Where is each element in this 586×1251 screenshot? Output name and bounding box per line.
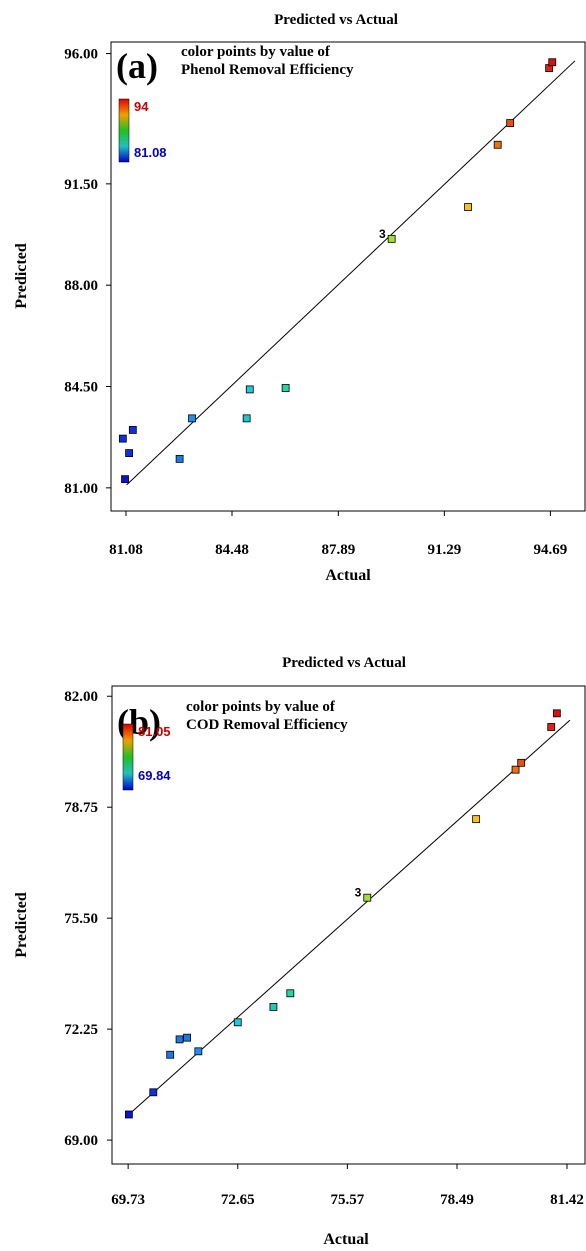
x-tick-label: 81.08 [109, 542, 143, 558]
data-point [233, 1018, 242, 1027]
data-point [493, 140, 502, 149]
data-point [149, 1088, 158, 1097]
data-point [547, 723, 556, 731]
x-axis-label-b: Actual [323, 1231, 369, 1248]
data-point [517, 758, 526, 767]
data-point [166, 1050, 175, 1059]
data-point [387, 234, 396, 243]
data-points-b [124, 709, 561, 1119]
data-point [472, 815, 481, 824]
plot-frame-b [111, 685, 586, 1165]
data-points-a [118, 58, 557, 484]
data-point [125, 449, 133, 457]
chart-title-b: Predicted vs Actual [282, 655, 406, 671]
data-point [175, 1035, 184, 1044]
x-tick-label: 84.48 [215, 542, 249, 558]
data-point [464, 203, 472, 211]
data-point [194, 1047, 203, 1056]
y-tick-label: 78.75 [64, 800, 98, 816]
data-point [245, 385, 254, 394]
replicate-label-b: 3 [355, 886, 362, 900]
x-tick-label: 78.49 [440, 1192, 474, 1208]
data-point [286, 989, 295, 998]
data-point [175, 454, 184, 463]
fit-line-a [126, 60, 576, 486]
chart-panel-a: Predicted vs Actual (a) color points by … [13, 12, 586, 584]
replicate-label-a: 3 [379, 227, 386, 241]
x-tick-label: 72.65 [221, 1192, 255, 1208]
x-tick-label: 91.29 [427, 542, 461, 558]
y-tick-label: 88.00 [64, 278, 98, 294]
x-tick-label: 81.42 [550, 1192, 584, 1208]
y-tick-label: 84.50 [64, 380, 98, 396]
data-point [188, 414, 196, 423]
y-tick-label: 82.00 [64, 689, 98, 705]
x-axis-b: 69.73 72.65 75.57 78.49 81.42 [111, 1164, 584, 1208]
caption-line2-b: COD Removal Efficiency [186, 717, 348, 733]
color-scale-max-a: 94 [134, 99, 149, 114]
y-axis-label-b: Predicted [13, 892, 30, 958]
color-scale-bar-a [118, 98, 130, 163]
data-point [511, 765, 520, 774]
data-point [281, 384, 290, 392]
plot-frame-a [110, 41, 586, 512]
data-point [363, 893, 372, 902]
y-tick-label: 72.25 [64, 1022, 98, 1038]
y-tick-label: 81.00 [64, 481, 98, 497]
x-tick-label: 87.89 [321, 542, 355, 558]
y-tick-label: 91.50 [64, 177, 98, 193]
data-point [269, 1003, 278, 1011]
data-point [552, 709, 561, 718]
color-scale-max-b: 81.05 [138, 724, 171, 739]
data-point [548, 58, 557, 67]
x-axis-a: 81.08 84.48 87.89 91.29 94.69 [109, 511, 567, 558]
caption-line2-a: Phenol Removal Efficiency [181, 62, 354, 78]
y-axis-a: 81.00 84.50 88.00 91.50 96.00 [64, 47, 111, 497]
panel-label-a: (a) [116, 46, 158, 86]
color-scale-min-b: 69.84 [138, 768, 171, 783]
data-point [124, 1110, 133, 1119]
x-axis-label-a: Actual [325, 567, 371, 584]
data-point [118, 434, 127, 443]
data-point [128, 426, 137, 434]
x-tick-label: 75.57 [330, 1192, 364, 1208]
data-point [242, 414, 251, 423]
y-axis-b: 69.00 72.25 75.50 78.75 82.00 [64, 689, 112, 1149]
y-axis-label-a: Predicted [13, 243, 30, 309]
fit-line-b [128, 719, 571, 1115]
y-tick-label: 75.50 [64, 911, 98, 927]
chart-panel-b: Predicted vs Actual (b) color points by … [13, 655, 586, 1248]
x-tick-label: 94.69 [534, 542, 568, 558]
y-tick-label: 96.00 [64, 47, 98, 63]
chart-title-a: Predicted vs Actual [274, 12, 398, 28]
caption-line1-b: color points by value of [186, 699, 336, 715]
data-point [506, 119, 515, 127]
color-scale-min-a: 81.08 [134, 145, 167, 160]
caption-line1-a: color points by value of [181, 44, 331, 60]
color-scale-bar-b [122, 723, 134, 791]
x-tick-label: 69.73 [111, 1192, 145, 1208]
y-tick-label: 69.00 [64, 1133, 98, 1149]
data-point [121, 475, 129, 484]
data-point [183, 1033, 191, 1042]
